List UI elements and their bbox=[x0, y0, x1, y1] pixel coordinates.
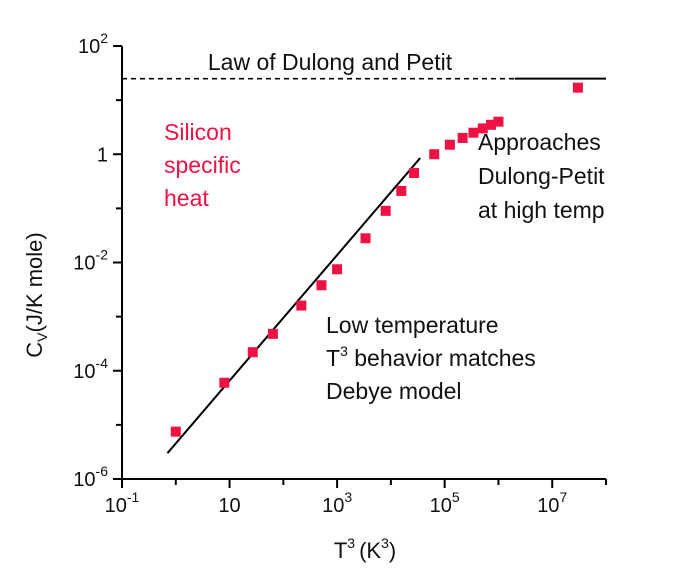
y-tick-label-exp: -2 bbox=[96, 247, 109, 263]
y-tick-label: 1 bbox=[97, 144, 108, 166]
data-point bbox=[396, 185, 407, 196]
x-tick-label-base: 10 bbox=[218, 495, 240, 517]
annotation-approaches-line3: at high temp bbox=[478, 197, 605, 223]
x-tick-label-exp: 5 bbox=[452, 489, 460, 505]
x-tick-label: 10-1 bbox=[105, 489, 140, 517]
y-axis-title: CV(J/K mole) bbox=[22, 232, 50, 357]
data-point bbox=[247, 347, 258, 358]
y-tick-label-base: 1 bbox=[97, 144, 108, 166]
y-tick-label-exp: -6 bbox=[96, 463, 109, 479]
t3-fit-line bbox=[166, 157, 421, 454]
data-point bbox=[477, 123, 488, 134]
annotation-law: Law of Dulong and Petit bbox=[208, 49, 453, 75]
annotation-silicon-line3: heat bbox=[164, 185, 209, 211]
annotation-lowtemp-line2: T3 behavior matches bbox=[326, 343, 536, 371]
x-tick-label: 103 bbox=[322, 489, 352, 517]
y-tick-label-base: 10 bbox=[78, 36, 100, 58]
y-tick-label: 10-4 bbox=[73, 355, 108, 383]
x-tick-label-exp: 7 bbox=[559, 489, 567, 505]
y-tick-label-base: 10 bbox=[73, 361, 95, 383]
annotation-lowtemp-line1: Low temperature bbox=[326, 312, 499, 338]
x-tick-label-base: 10 bbox=[105, 495, 127, 517]
data-point bbox=[486, 119, 497, 130]
annotation-lowtemp-T-exp: 3 bbox=[340, 343, 348, 359]
annotation-lowtemp-line3: Debye model bbox=[326, 378, 462, 404]
x-axis-title: T3 (K3) bbox=[334, 535, 396, 563]
annotation-approaches-line2: Dulong-Petit bbox=[478, 163, 605, 189]
x-axis-title-unit-exp: 3 bbox=[381, 535, 389, 551]
x-tick-label-base: 10 bbox=[430, 495, 452, 517]
annotation-silicon-line2: specific bbox=[164, 152, 241, 178]
y-tick-label: 10-6 bbox=[73, 463, 108, 491]
y-tick-label-exp: 2 bbox=[100, 30, 108, 46]
annotation-silicon-line1: Silicon bbox=[164, 119, 232, 145]
data-point bbox=[468, 127, 479, 138]
data-point bbox=[572, 82, 583, 93]
x-tick-label-exp: -1 bbox=[127, 489, 140, 505]
y-tick-label: 102 bbox=[78, 30, 108, 58]
data-point bbox=[267, 328, 278, 339]
data-point bbox=[332, 264, 343, 275]
x-tick-label: 107 bbox=[537, 489, 567, 517]
data-point bbox=[409, 168, 420, 179]
data-point bbox=[444, 139, 455, 150]
y-tick-label-base: 10 bbox=[73, 469, 95, 491]
x-tick-label: 10 bbox=[218, 495, 240, 517]
x-tick-label-base: 10 bbox=[322, 495, 344, 517]
data-point bbox=[493, 116, 504, 127]
x-tick-label: 105 bbox=[430, 489, 460, 517]
data-point bbox=[457, 132, 468, 143]
fit-lines bbox=[122, 77, 606, 454]
x-axis-title-base: T bbox=[334, 538, 347, 563]
annotation-lowtemp-T: T bbox=[326, 345, 340, 371]
y-axis-title-sub: V bbox=[34, 332, 50, 342]
x-axis-title-unit: (K bbox=[359, 538, 381, 563]
x-axis-title-exp: 3 bbox=[347, 535, 355, 551]
data-point bbox=[170, 426, 181, 437]
y-axis-title-rest: (J/K mole) bbox=[22, 232, 47, 332]
x-tick-label-base: 10 bbox=[537, 495, 559, 517]
data-point bbox=[219, 377, 230, 388]
y-tick-label-exp: -4 bbox=[96, 355, 109, 371]
x-axis-title-unit-close: ) bbox=[389, 538, 396, 563]
data-point bbox=[380, 205, 391, 216]
annotation-lowtemp-rest: behavior matches bbox=[348, 345, 536, 371]
data-point bbox=[360, 233, 371, 244]
data-point bbox=[429, 149, 440, 160]
y-axis-title-base: C bbox=[22, 342, 47, 358]
y-tick-label: 10-2 bbox=[73, 247, 108, 275]
y-tick-label-base: 10 bbox=[73, 253, 95, 275]
x-tick-label-exp: 3 bbox=[344, 489, 352, 505]
annotation-approaches-line1: Approaches bbox=[478, 129, 601, 155]
data-points bbox=[170, 82, 583, 437]
data-point bbox=[296, 300, 307, 311]
data-point bbox=[316, 280, 327, 291]
